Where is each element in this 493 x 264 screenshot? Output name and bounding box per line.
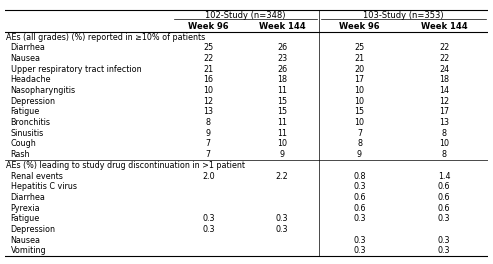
Text: 0.8: 0.8 [353, 172, 366, 181]
Text: 10: 10 [203, 86, 213, 95]
Text: 2.0: 2.0 [202, 172, 214, 181]
Text: 0.6: 0.6 [353, 193, 366, 202]
Text: 15: 15 [354, 107, 365, 116]
Text: 7: 7 [206, 150, 211, 159]
Text: 10: 10 [277, 139, 287, 148]
Text: Nausea: Nausea [11, 236, 41, 245]
Text: 8: 8 [442, 129, 447, 138]
Text: AEs (%) leading to study drug discontinuation in >1 patient: AEs (%) leading to study drug discontinu… [6, 161, 246, 170]
Text: Diarrhea: Diarrhea [11, 43, 46, 52]
Text: 21: 21 [203, 65, 213, 74]
Text: Week 96: Week 96 [188, 22, 229, 31]
Text: 15: 15 [277, 107, 287, 116]
Text: Hepatitis C virus: Hepatitis C virus [11, 182, 77, 191]
Text: 25: 25 [203, 43, 213, 52]
Text: 25: 25 [354, 43, 365, 52]
Text: Diarrhea: Diarrhea [11, 193, 46, 202]
Text: 0.3: 0.3 [353, 214, 366, 223]
Text: 22: 22 [439, 54, 449, 63]
Text: 0.3: 0.3 [202, 214, 214, 223]
Text: 0.3: 0.3 [438, 214, 450, 223]
Text: 8: 8 [206, 118, 211, 127]
Text: 0.6: 0.6 [438, 182, 450, 191]
Text: 26: 26 [277, 65, 287, 74]
Text: 12: 12 [203, 97, 213, 106]
Text: 17: 17 [354, 75, 365, 84]
Text: 7: 7 [357, 129, 362, 138]
Text: Depression: Depression [11, 225, 56, 234]
Text: 18: 18 [277, 75, 287, 84]
Text: 9: 9 [280, 150, 284, 159]
Text: 0.3: 0.3 [202, 225, 214, 234]
Text: Rash: Rash [11, 150, 30, 159]
Text: Pyrexia: Pyrexia [11, 204, 40, 213]
Text: 10: 10 [439, 139, 449, 148]
Text: Week 96: Week 96 [339, 22, 380, 31]
Text: Cough: Cough [11, 139, 36, 148]
Text: Headache: Headache [11, 75, 51, 84]
Text: Depression: Depression [11, 97, 56, 106]
Text: Fatigue: Fatigue [11, 214, 40, 223]
Text: 8: 8 [357, 139, 362, 148]
Text: 8: 8 [442, 150, 447, 159]
Text: 0.6: 0.6 [353, 204, 366, 213]
Text: 11: 11 [277, 118, 287, 127]
Text: Vomiting: Vomiting [11, 246, 46, 255]
Text: 26: 26 [277, 43, 287, 52]
Text: 0.3: 0.3 [438, 246, 450, 255]
Text: Nausea: Nausea [11, 54, 41, 63]
Text: 0.3: 0.3 [438, 236, 450, 245]
Text: 102-Study (n=348): 102-Study (n=348) [205, 11, 285, 20]
Text: 2.2: 2.2 [276, 172, 288, 181]
Text: 16: 16 [203, 75, 213, 84]
Text: 7: 7 [206, 139, 211, 148]
Text: 15: 15 [277, 97, 287, 106]
Text: 22: 22 [203, 54, 213, 63]
Text: 1.4: 1.4 [438, 172, 450, 181]
Text: 0.6: 0.6 [438, 193, 450, 202]
Text: 22: 22 [439, 43, 449, 52]
Text: 103-Study (n=353): 103-Study (n=353) [363, 11, 444, 20]
Text: Week 144: Week 144 [421, 22, 467, 31]
Text: Sinusitis: Sinusitis [11, 129, 44, 138]
Text: 9: 9 [206, 129, 211, 138]
Text: Week 144: Week 144 [259, 22, 305, 31]
Text: 20: 20 [354, 65, 365, 74]
Text: 24: 24 [439, 65, 449, 74]
Text: 0.3: 0.3 [276, 214, 288, 223]
Text: 0.3: 0.3 [353, 236, 366, 245]
Text: 11: 11 [277, 86, 287, 95]
Text: 13: 13 [203, 107, 213, 116]
Text: Nasopharyngitis: Nasopharyngitis [11, 86, 76, 95]
Text: Upper respiratory tract infection: Upper respiratory tract infection [11, 65, 141, 74]
Text: 18: 18 [439, 75, 449, 84]
Text: Renal events: Renal events [11, 172, 63, 181]
Text: 0.6: 0.6 [438, 204, 450, 213]
Text: 0.3: 0.3 [276, 225, 288, 234]
Text: 23: 23 [277, 54, 287, 63]
Text: 21: 21 [354, 54, 365, 63]
Text: 10: 10 [354, 118, 364, 127]
Text: 12: 12 [439, 97, 449, 106]
Text: 0.3: 0.3 [353, 246, 366, 255]
Text: 13: 13 [439, 118, 449, 127]
Text: 10: 10 [354, 97, 364, 106]
Text: 17: 17 [439, 107, 449, 116]
Text: AEs (all grades) (%) reported in ≥10% of patients: AEs (all grades) (%) reported in ≥10% of… [6, 33, 206, 42]
Text: 9: 9 [357, 150, 362, 159]
Text: 14: 14 [439, 86, 449, 95]
Text: 0.3: 0.3 [353, 182, 366, 191]
Text: 11: 11 [277, 129, 287, 138]
Text: Bronchitis: Bronchitis [11, 118, 51, 127]
Text: Fatigue: Fatigue [11, 107, 40, 116]
Text: 10: 10 [354, 86, 364, 95]
